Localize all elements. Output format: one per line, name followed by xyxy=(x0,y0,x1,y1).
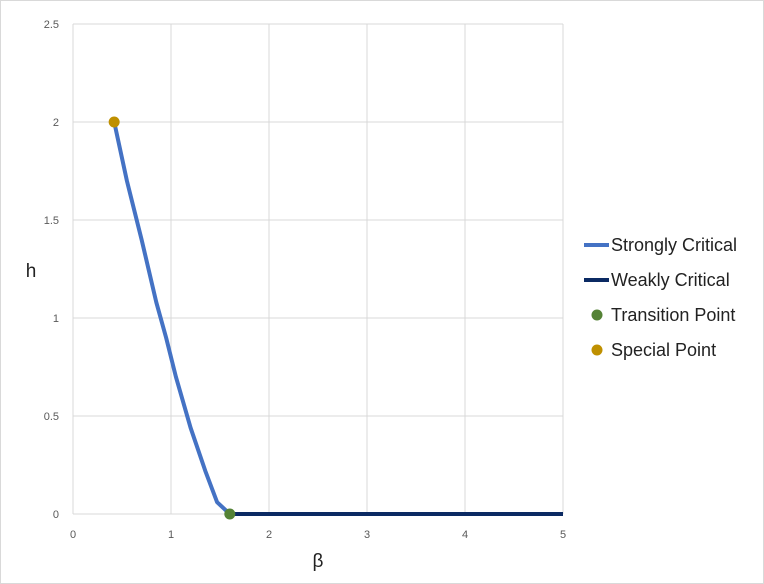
legend: Strongly Critical Weakly Critical Transiti… xyxy=(584,235,737,360)
y-tick-label: 0 xyxy=(53,509,59,521)
plot-area xyxy=(108,116,563,520)
y-tick-label: 2.5 xyxy=(44,19,59,31)
x-tick-label: 5 xyxy=(560,529,566,541)
marker-transition-point xyxy=(224,508,236,520)
y-tick-label: 1.5 xyxy=(44,215,59,227)
legend-label-weakly-critical: Weakly Critical xyxy=(611,270,730,290)
y-tick-label: 1 xyxy=(53,313,59,325)
x-tick-label: 3 xyxy=(364,529,370,541)
x-tick-label: 0 xyxy=(70,529,76,541)
x-axis-title: β xyxy=(313,551,324,572)
legend-label-strongly-critical: Strongly Critical xyxy=(611,235,737,255)
legend-label-transition-point: Transition Point xyxy=(611,305,735,325)
y-axis-title: h xyxy=(26,261,37,282)
x-tick-label: 1 xyxy=(168,529,174,541)
x-tick-label: 4 xyxy=(462,529,468,541)
legend-swatch-transition-point xyxy=(591,309,603,321)
series-line-strongly-critical xyxy=(112,121,232,516)
y-tick-label: 2 xyxy=(53,117,59,129)
y-tick-label: 0.5 xyxy=(44,411,59,423)
marker-special-point xyxy=(108,116,120,128)
x-tick-label: 2 xyxy=(266,529,272,541)
tick-labels: 0 1 2 3 4 5 0 0.5 1 1.5 2 2.5 xyxy=(44,19,566,541)
legend-label-special-point: Special Point xyxy=(611,340,716,360)
legend-swatch-special-point xyxy=(591,344,603,356)
